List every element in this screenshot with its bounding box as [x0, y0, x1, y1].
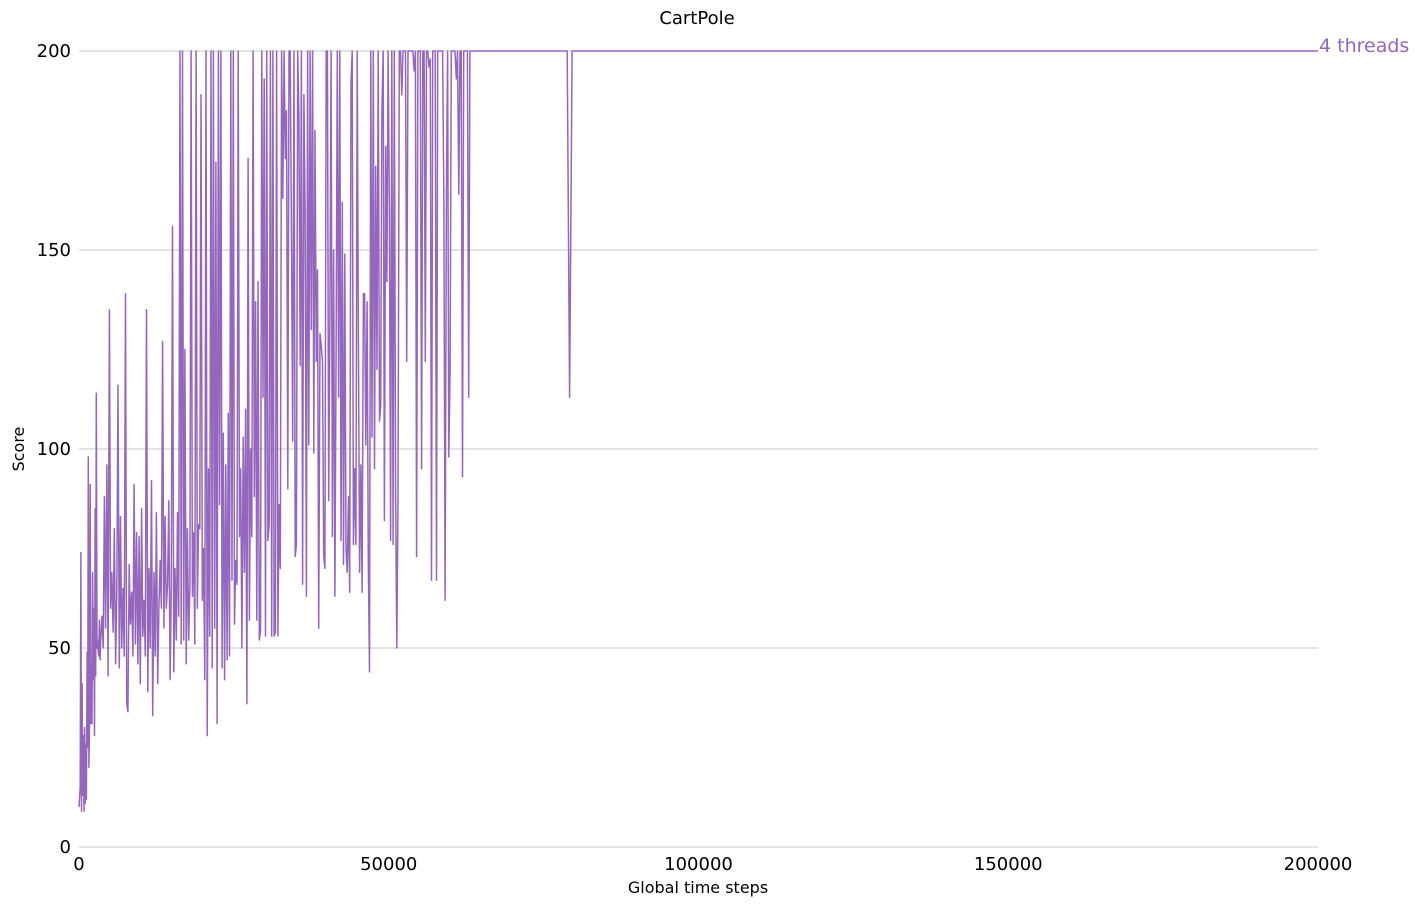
x-axis-label: Global time steps	[628, 878, 768, 897]
x-tick-label: 150000	[974, 854, 1043, 875]
series-label: 4 threads	[1319, 35, 1409, 57]
y-tick-label: 50	[48, 638, 71, 659]
x-tick-label: 50000	[360, 854, 417, 875]
y-tick-label: 200	[37, 41, 71, 62]
chart-title: CartPole	[659, 8, 734, 29]
y-tick-label: 0	[60, 837, 71, 858]
series-line-0	[78, 50, 1318, 812]
y-axis-label: Score	[9, 427, 28, 472]
x-tick-label: 200000	[1284, 854, 1353, 875]
y-tick-labels: 0 50 100 150 200	[37, 41, 71, 858]
series-group: 4 threads	[78, 35, 1409, 812]
x-tick-labels: 0 50000 100000 150000 200000	[73, 854, 1352, 875]
y-tick-label: 150	[37, 240, 71, 261]
x-tick-label: 0	[73, 854, 84, 875]
x-tick-label: 100000	[664, 854, 733, 875]
y-tick-label: 100	[37, 439, 71, 460]
